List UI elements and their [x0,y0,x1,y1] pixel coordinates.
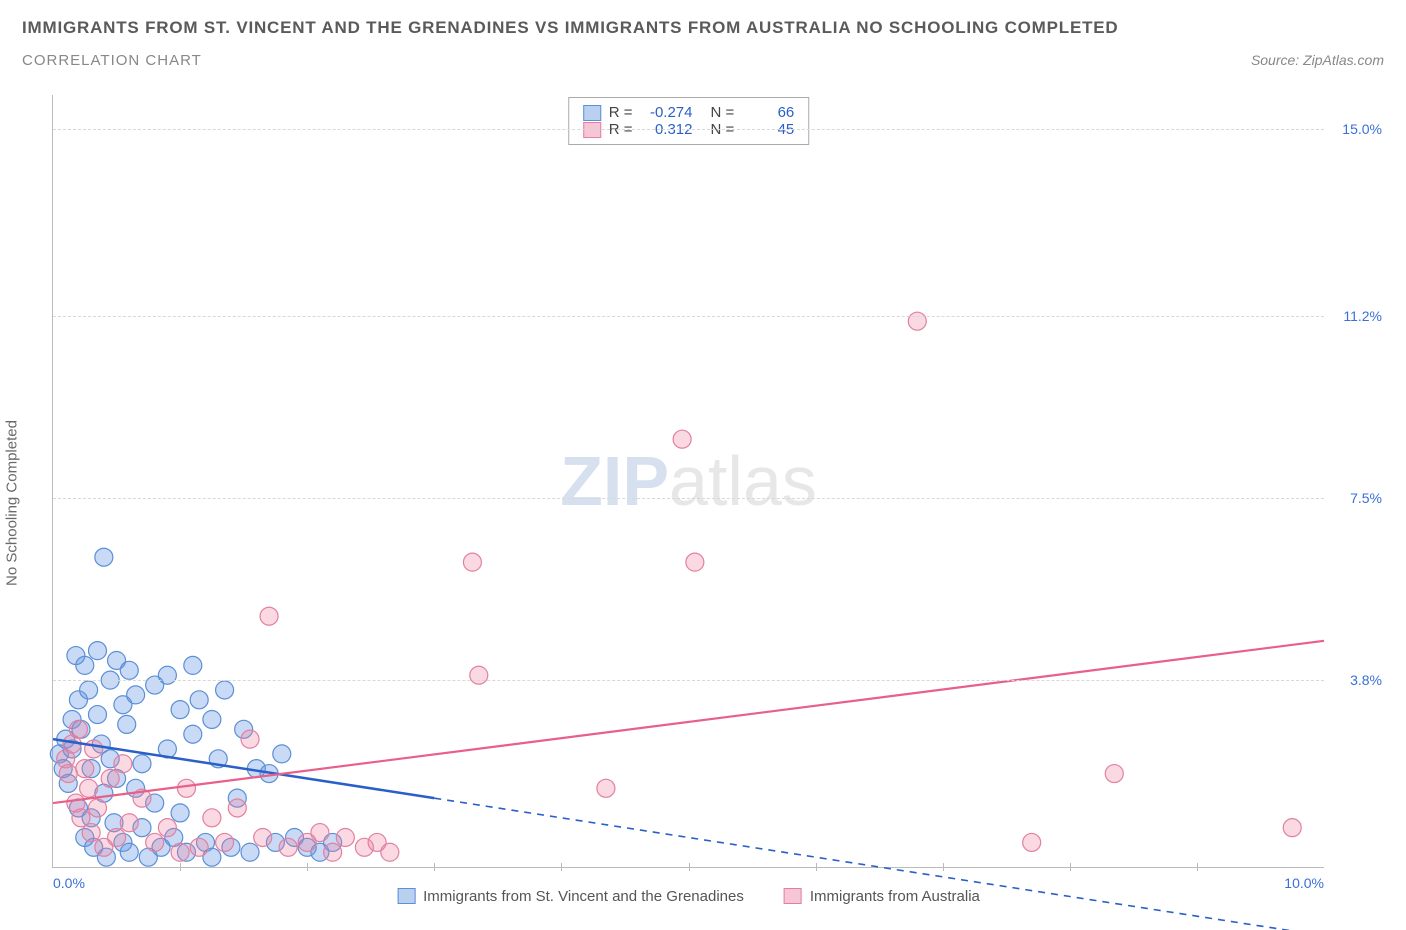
data-point [470,666,488,684]
legend-swatch [784,888,802,904]
x-minor-tick [689,863,690,871]
data-point [241,843,259,861]
data-point [228,799,246,817]
data-point [80,779,98,797]
data-point [184,656,202,674]
stats-legend-row: R = -0.274 N = 66 [583,104,795,121]
data-point [463,553,481,571]
data-point [158,666,176,684]
data-point [146,833,164,851]
data-point [80,681,98,699]
data-point [279,838,297,856]
plot-svg [53,95,1324,867]
x-minor-tick [943,863,944,871]
data-point [203,809,221,827]
plot-region: ZIPatlas R =-0.274N =66R =0.312N =45 Imm… [52,95,1324,868]
data-point [171,804,189,822]
data-point [114,755,132,773]
data-point [88,706,106,724]
legend-n-prefix: N = [711,104,735,121]
data-point [88,799,106,817]
data-point [120,843,138,861]
series-legend-label: Immigrants from St. Vincent and the Gren… [423,888,744,905]
data-point [82,824,100,842]
x-tick-label: 10.0% [1284,875,1324,891]
data-point [381,843,399,861]
data-point [241,730,259,748]
data-point [69,720,87,738]
legend-n-value: 66 [742,104,794,121]
data-point [673,430,691,448]
x-minor-tick [816,863,817,871]
data-point [336,828,354,846]
data-point [120,661,138,679]
legend-swatch [397,888,415,904]
x-minor-tick [1070,863,1071,871]
x-minor-tick [307,863,308,871]
data-point [101,769,119,787]
y-tick-label: 3.8% [1330,672,1382,688]
stats-legend: R =-0.274N =66R =0.312N =45 [568,97,810,145]
series-legend-label: Immigrants from Australia [810,888,980,905]
series-legend: Immigrants from St. Vincent and the Gren… [397,888,980,905]
data-point [190,838,208,856]
y-tick-label: 15.0% [1330,121,1382,137]
gridline [53,129,1324,130]
data-point [158,819,176,837]
data-point [686,553,704,571]
series-legend-item: Immigrants from St. Vincent and the Gren… [397,888,744,905]
data-point [216,681,234,699]
data-point [190,691,208,709]
data-point [1105,765,1123,783]
data-point [260,607,278,625]
data-point [120,814,138,832]
data-point [184,725,202,743]
data-point [171,701,189,719]
data-point [254,828,272,846]
legend-r-value: -0.274 [641,104,693,121]
x-tick-label: 0.0% [53,875,85,891]
data-point [59,765,77,783]
legend-r-prefix: R = [609,104,633,121]
data-point [203,710,221,728]
data-point [177,779,195,797]
data-point [95,548,113,566]
data-point [76,760,94,778]
subtitle-row: CORRELATION CHART Source: ZipAtlas.com [22,52,1384,69]
data-point [908,312,926,330]
data-point [311,824,329,842]
data-point [108,828,126,846]
series-legend-item: Immigrants from Australia [784,888,980,905]
data-point [118,715,136,733]
y-tick-label: 7.5% [1330,490,1382,506]
header: IMMIGRANTS FROM ST. VINCENT AND THE GREN… [0,0,1406,69]
x-minor-tick [561,863,562,871]
data-point [127,686,145,704]
x-minor-tick [1197,863,1198,871]
data-point [216,833,234,851]
data-point [324,843,342,861]
gridline [53,316,1324,317]
data-point [171,843,189,861]
data-point [1023,833,1041,851]
data-point [133,755,151,773]
x-minor-tick [180,863,181,871]
data-point [597,779,615,797]
gridline [53,498,1324,499]
data-point [85,740,103,758]
data-point [88,642,106,660]
chart-subtitle: CORRELATION CHART [22,52,202,69]
page-title: IMMIGRANTS FROM ST. VINCENT AND THE GREN… [22,18,1384,38]
data-point [273,745,291,763]
x-minor-tick [434,863,435,871]
y-tick-label: 11.2% [1330,308,1382,324]
data-point [76,656,94,674]
trend-line-extrapolated [434,798,1324,930]
y-axis-label: No Schooling Completed [4,420,21,586]
legend-swatch [583,105,601,121]
data-point [1283,819,1301,837]
gridline [53,680,1324,681]
chart-area: No Schooling Completed ZIPatlas R =-0.27… [22,95,1384,910]
source-label: Source: ZipAtlas.com [1251,52,1384,68]
